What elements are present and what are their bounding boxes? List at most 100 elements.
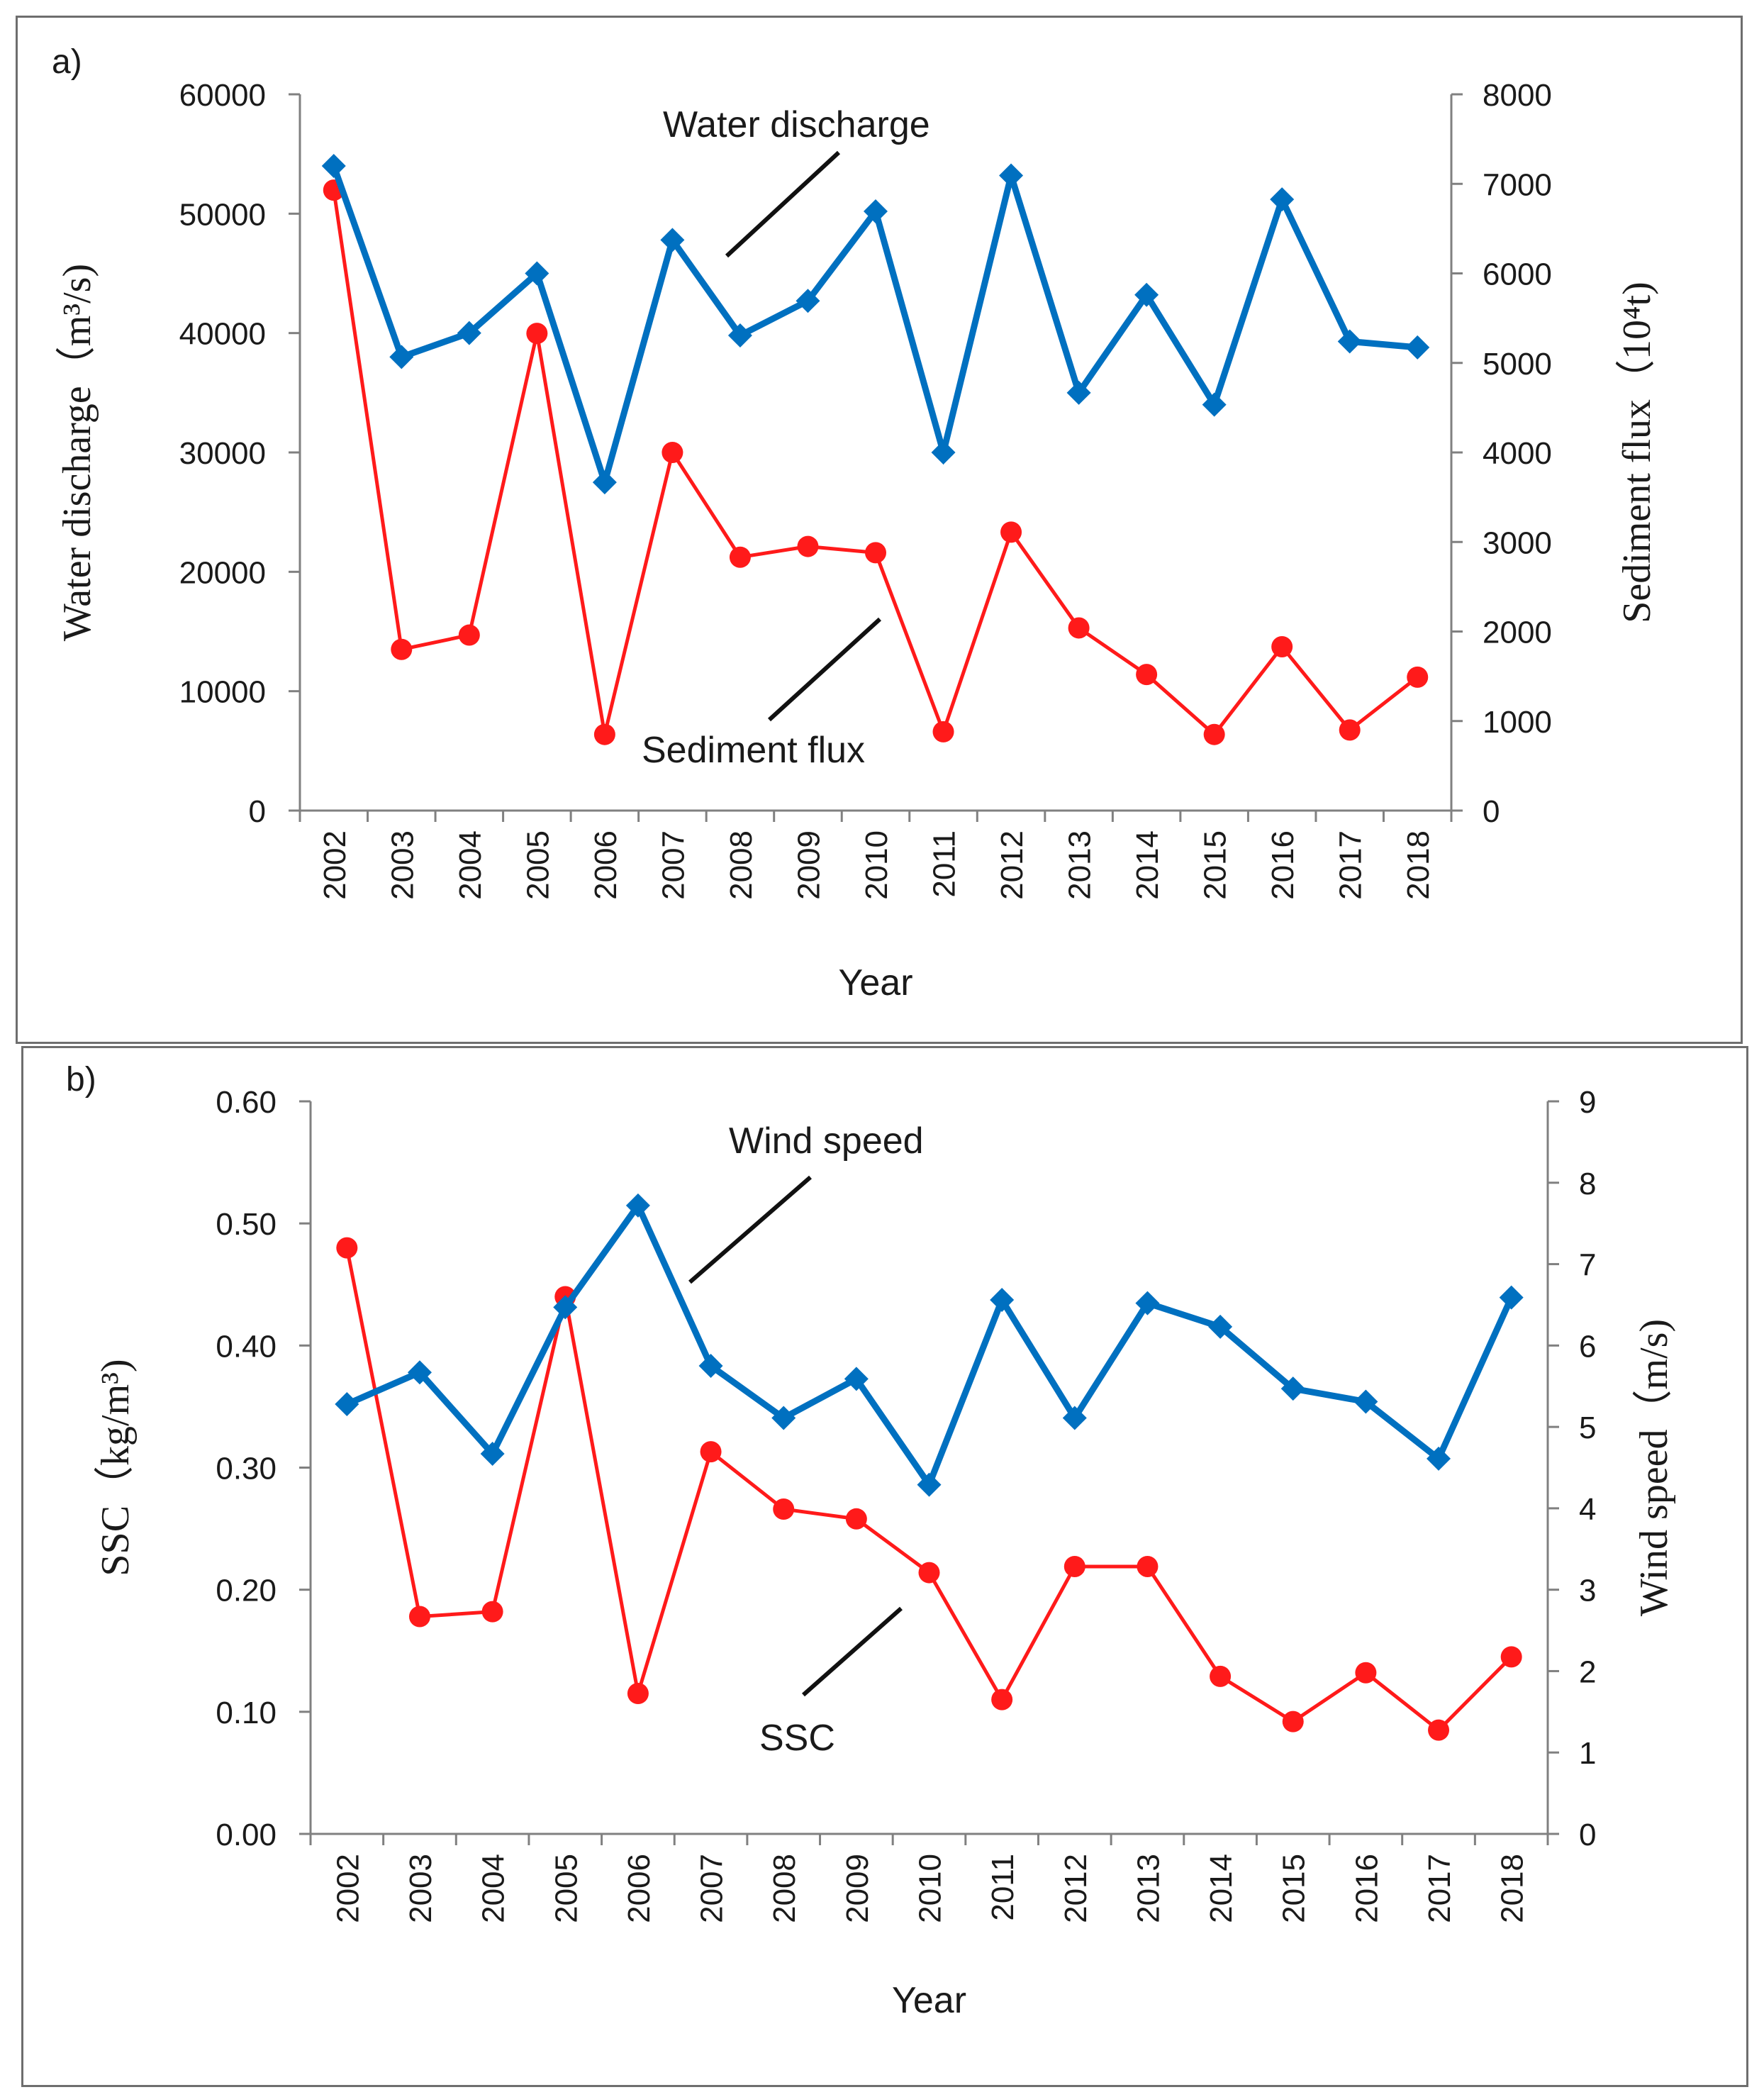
chart-b-left-tick-label: 0.40 (216, 1329, 277, 1364)
chart-a-right-tick-label: 7000 (1483, 167, 1552, 202)
chart-a-x-tick-label: 2009 (791, 830, 826, 900)
chart-a-left-tick-label: 20000 (179, 555, 266, 590)
chart-b-y-left-title: SSC（kg/m³) (94, 1359, 138, 1576)
chart-a-right-tick-label: 8000 (1483, 78, 1552, 113)
chart-a-right-tick-label: 0 (1483, 794, 1500, 829)
chart-a-left-tick-label: 0 (249, 794, 266, 829)
chart-a-point-sediment-flux (1203, 723, 1225, 745)
chart-a-point-water-discharge (727, 323, 752, 348)
chart-b-x-tick-label: 2007 (695, 1854, 730, 1923)
chart-b-point-wind-speed (407, 1360, 432, 1385)
chart-b-x-tick-label: 2002 (330, 1854, 365, 1923)
chart-a-point-water-discharge (1134, 282, 1159, 307)
chart-a-svg: a) 0 10000 20000 30000 40000 50000 60000 0 1000 20… (52, 43, 1659, 1003)
chart-b-right-tick-label: 8 (1579, 1167, 1596, 1201)
chart-a-point-sediment-flux (526, 323, 548, 345)
chart-a-point-water-discharge (864, 199, 888, 223)
chart-b-point-ssc (627, 1683, 649, 1705)
chart-a-point-sediment-flux (1271, 635, 1293, 657)
chart-b-point-wind-speed (1353, 1389, 1378, 1414)
chart-a-point-sediment-flux (1000, 521, 1022, 543)
chart-b-point-wind-speed (917, 1472, 942, 1497)
chart-b-x-tick-label: 2017 (1422, 1854, 1457, 1923)
chart-a-point-sediment-flux (1136, 664, 1158, 686)
chart-a-point-water-discharge (1405, 335, 1430, 360)
chart-b-point-wind-speed (1280, 1376, 1305, 1401)
chart-b-point-wind-speed (1062, 1406, 1087, 1430)
chart-b-x-title: Year (892, 1980, 966, 2021)
chart-b-point-ssc (700, 1441, 722, 1463)
chart-a-x-tick-label: 2003 (385, 830, 420, 900)
chart-b-right-tick-label: 3 (1579, 1574, 1596, 1608)
chart-a-point-water-discharge (660, 228, 685, 252)
chart-b-point-ssc (1428, 1719, 1450, 1741)
chart-a-point-water-discharge (321, 154, 346, 178)
chart-b-y-right-title: Wind speed（m/s) (1632, 1319, 1676, 1616)
chart-b-left-tick-label: 0.60 (216, 1085, 277, 1120)
chart-a-y-left-title: Water discharge（m³/s) (55, 264, 99, 641)
chart-a-left-tick-label: 60000 (179, 78, 266, 113)
chart-a-x-tick-label: 2011 (927, 830, 962, 898)
chart-b-x-tick-label: 2006 (622, 1854, 657, 1923)
chart-b-point-wind-speed (990, 1288, 1015, 1313)
chart-b-right-tick-label: 2 (1579, 1654, 1596, 1689)
chart-a-point-sediment-flux (932, 721, 954, 742)
chart-b-point-ssc (1355, 1662, 1377, 1684)
chart-a-point-water-discharge (1270, 187, 1295, 212)
chart-b-point-wind-speed (1499, 1285, 1524, 1310)
chart-a-left-tick-label: 30000 (179, 436, 266, 471)
chart-a-point-water-discharge (525, 261, 549, 286)
chart-b-point-wind-speed (553, 1295, 578, 1320)
chart-a-x-tick-label: 2002 (318, 830, 352, 900)
chart-b-annotation-leader (688, 1175, 812, 1284)
chart-a-x-tick-label: 2012 (995, 830, 1029, 900)
chart-b-point-ssc (918, 1562, 940, 1584)
chart-a-x-tick-label: 2008 (724, 830, 759, 900)
chart-b-right-tick-label: 5 (1579, 1411, 1596, 1445)
chart-b-x-tick-label: 2016 (1349, 1854, 1384, 1923)
chart-a-annotation-leader (725, 150, 841, 258)
chart-b-point-wind-speed (1208, 1314, 1233, 1339)
chart-b-right-tick-label: 6 (1579, 1329, 1596, 1364)
chart-a-point-sediment-flux (1339, 719, 1361, 741)
chart-b-point-wind-speed (1135, 1291, 1160, 1316)
chart-a-point-water-discharge (389, 345, 414, 369)
chart-b-x-tick-label: 2008 (767, 1854, 802, 1923)
chart-a-point-water-discharge (999, 163, 1024, 188)
chart-b-x-tick-label: 2009 (840, 1854, 875, 1923)
chart-a-point-water-discharge (1066, 380, 1091, 405)
chart-a-point-sediment-flux (1407, 666, 1429, 688)
chart-a-point-water-discharge (931, 440, 956, 465)
chart-b-point-wind-speed (844, 1367, 869, 1391)
chart-a-point-water-discharge (1202, 392, 1227, 417)
chart-a-right-tick-label: 1000 (1483, 705, 1552, 740)
chart-b-x-tick-label: 2012 (1059, 1854, 1093, 1923)
chart-b-series-line-wind-speed (345, 1198, 1514, 1492)
chart-a-point-sediment-flux (797, 535, 819, 557)
chart-a-point-water-discharge (796, 289, 820, 313)
chart-b-right-tick-label: 7 (1579, 1248, 1596, 1283)
chart-b-point-ssc (481, 1601, 503, 1623)
chart-b-point-ssc (1210, 1665, 1232, 1687)
chart-b-point-wind-speed (771, 1406, 796, 1430)
chart-a-left-tick-label: 10000 (179, 675, 266, 710)
chart-panel-b: b) 0.00 0.10 0.20 0.30 0.40 0.50 0.60 0 1 2 3 4 5 6 7 8 9… (21, 1046, 1748, 2087)
chart-a-x-tick-label: 2015 (1198, 830, 1233, 900)
chart-panel-a: a) 0 10000 20000 30000 40000 50000 60000 0 1000 20… (16, 16, 1743, 1044)
chart-a-right-tick-label: 6000 (1483, 257, 1552, 292)
chart-b-x-tick-label: 2013 (1131, 1854, 1166, 1923)
chart-b-x-tick-label: 2011 (986, 1854, 1020, 1921)
chart-a-x-tick-label: 2013 (1063, 830, 1098, 900)
chart-b-right-tick-label: 1 (1579, 1736, 1596, 1771)
chart-b-point-ssc (336, 1237, 358, 1259)
chart-a-point-water-discharge (592, 470, 617, 495)
chart-b-x-tick-label: 2003 (403, 1854, 438, 1923)
chart-b-x-tick-label: 2018 (1495, 1854, 1530, 1923)
chart-b-point-wind-speed (1427, 1446, 1451, 1471)
chart-b-point-ssc (773, 1498, 795, 1520)
chart-a-left-tick-label: 40000 (179, 317, 266, 352)
chart-a-point-sediment-flux (458, 624, 480, 646)
chart-a-point-sediment-flux (1068, 617, 1090, 639)
chart-a-annotation-leader (767, 617, 882, 722)
chart-b-point-ssc (1282, 1711, 1304, 1732)
